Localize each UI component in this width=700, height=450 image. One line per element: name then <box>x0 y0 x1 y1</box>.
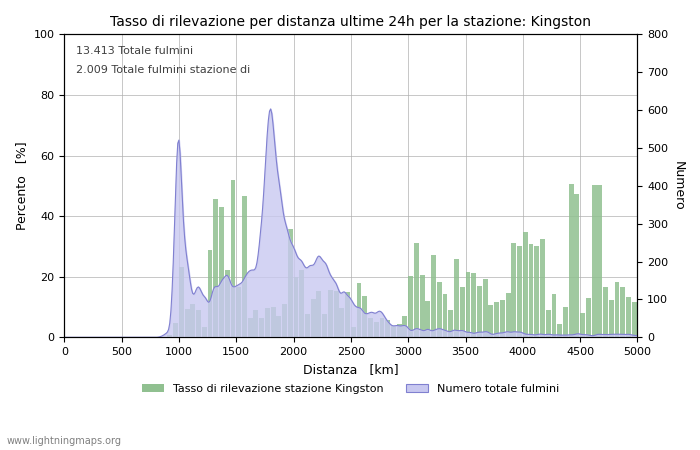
Bar <box>534 246 539 338</box>
Bar <box>271 306 276 338</box>
Bar <box>242 197 247 338</box>
Bar <box>437 282 442 338</box>
Bar <box>322 315 327 338</box>
Bar <box>505 293 510 338</box>
Text: 2.009 Totale fulmini stazione di: 2.009 Totale fulmini stazione di <box>76 65 250 75</box>
Text: www.lightningmaps.org: www.lightningmaps.org <box>7 436 122 446</box>
Title: Tasso di rilevazione per distanza ultime 24h per la stazione: Kingston: Tasso di rilevazione per distanza ultime… <box>111 15 592 29</box>
Bar <box>265 308 270 338</box>
Bar <box>208 251 213 338</box>
Bar <box>471 273 476 338</box>
Y-axis label: Numero: Numero <box>672 161 685 211</box>
Bar <box>442 294 447 338</box>
Bar <box>528 244 533 338</box>
Bar <box>460 287 465 338</box>
X-axis label: Distanza   [km]: Distanza [km] <box>303 363 399 376</box>
Bar <box>259 318 264 338</box>
Bar <box>408 276 413 338</box>
Bar <box>225 270 230 338</box>
Bar <box>575 194 580 338</box>
Bar <box>173 323 178 338</box>
Bar <box>626 297 631 338</box>
Bar <box>293 278 298 338</box>
Bar <box>546 310 551 338</box>
Bar <box>426 301 430 338</box>
Bar <box>431 255 436 338</box>
Bar <box>328 290 332 338</box>
Bar <box>248 318 253 338</box>
Bar <box>466 272 470 338</box>
Bar <box>477 287 482 338</box>
Bar <box>179 267 184 338</box>
Bar <box>379 318 384 338</box>
Bar <box>540 239 545 338</box>
Bar <box>592 185 596 338</box>
Bar <box>580 313 585 338</box>
Bar <box>167 335 172 338</box>
Bar <box>494 302 499 338</box>
Legend: Tasso di rilevazione stazione Kingston, Numero totale fulmini: Tasso di rilevazione stazione Kingston, … <box>138 379 564 398</box>
Bar <box>557 324 562 338</box>
Bar <box>397 324 402 338</box>
Bar <box>368 319 373 338</box>
Bar <box>448 310 453 338</box>
Bar <box>236 287 241 338</box>
Bar <box>300 270 304 338</box>
Bar <box>597 184 602 338</box>
Bar <box>402 316 407 338</box>
Bar <box>586 298 591 338</box>
Y-axis label: Percento   [%]: Percento [%] <box>15 141 28 230</box>
Bar <box>620 287 625 338</box>
Bar <box>288 229 293 338</box>
Bar <box>363 296 368 338</box>
Text: 13.413 Totale fulmini: 13.413 Totale fulmini <box>76 46 193 56</box>
Bar <box>334 291 339 338</box>
Bar <box>190 304 195 338</box>
Bar <box>219 207 224 338</box>
Bar <box>632 302 636 338</box>
Bar <box>282 304 287 338</box>
Bar <box>340 308 344 338</box>
Bar <box>311 299 316 338</box>
Bar <box>568 184 573 338</box>
Bar <box>615 282 620 338</box>
Bar <box>374 321 379 338</box>
Bar <box>523 232 528 338</box>
Bar <box>316 291 321 338</box>
Bar <box>356 284 361 338</box>
Bar <box>345 292 350 338</box>
Bar <box>196 310 201 338</box>
Bar <box>230 180 235 338</box>
Bar <box>609 300 614 338</box>
Bar <box>214 199 218 338</box>
Bar <box>454 259 459 338</box>
Bar <box>414 243 419 338</box>
Bar <box>351 327 356 338</box>
Bar <box>305 314 310 338</box>
Bar <box>253 310 258 338</box>
Bar <box>391 326 396 338</box>
Bar <box>385 320 390 338</box>
Bar <box>500 300 505 338</box>
Bar <box>517 246 522 338</box>
Bar <box>185 310 190 338</box>
Bar <box>483 279 488 338</box>
Bar <box>276 315 281 338</box>
Bar <box>563 307 568 338</box>
Bar <box>489 305 493 338</box>
Bar <box>603 287 608 338</box>
Bar <box>512 243 517 338</box>
Bar <box>552 294 556 338</box>
Bar <box>420 275 424 338</box>
Bar <box>202 327 206 338</box>
